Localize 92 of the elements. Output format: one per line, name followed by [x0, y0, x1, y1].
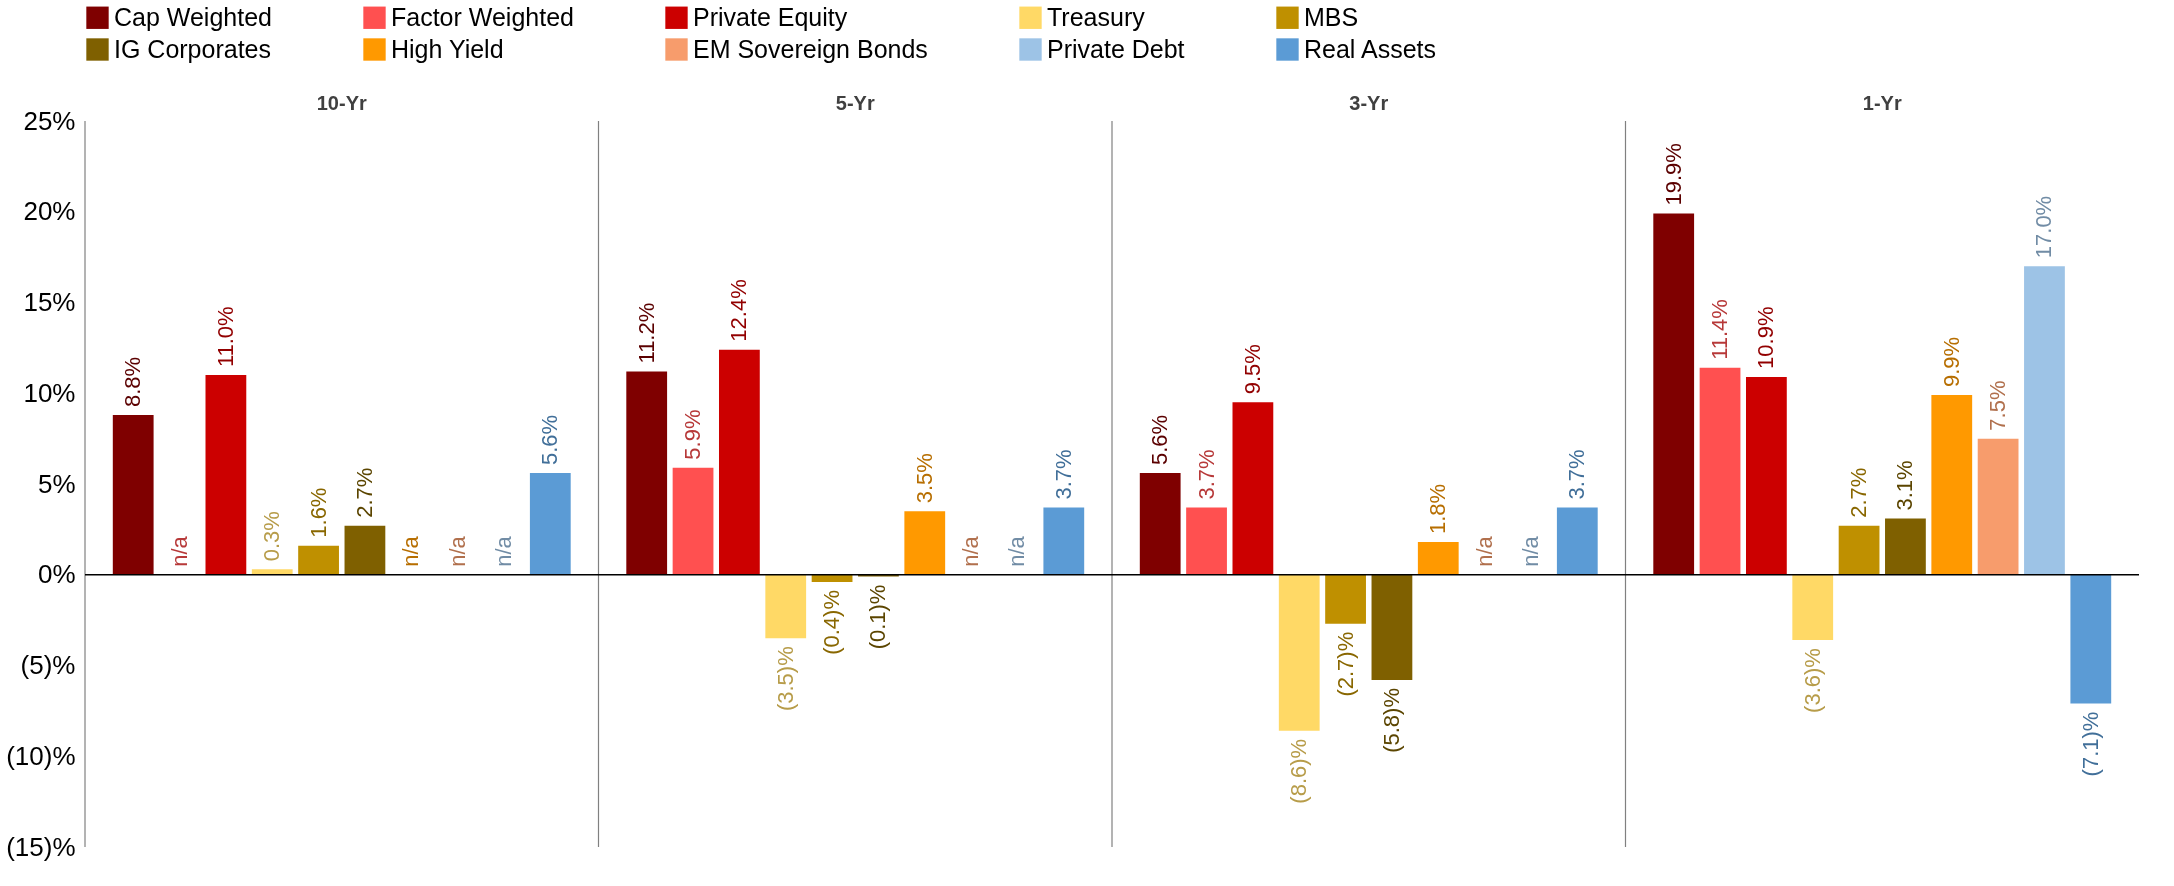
data-label: 12.4%: [726, 279, 752, 342]
bar: [1838, 525, 1880, 575]
data-label: (3.6)%: [1799, 648, 1825, 713]
text: n/a: [1004, 536, 1030, 567]
y-tick-label: 25%: [23, 105, 76, 136]
bar: [298, 545, 339, 575]
data-label: 1.8%: [1425, 483, 1451, 535]
y-tick-label: (15)%: [6, 831, 76, 862]
legend-label: Cap Weighted: [114, 2, 272, 31]
legend-label: MBS: [1304, 2, 1359, 31]
data-label: 7.5%: [1985, 380, 2011, 431]
data-label: 3.7%: [1193, 449, 1219, 500]
bar: [1653, 213, 1695, 575]
bar: [1325, 574, 1366, 624]
bar: [1699, 367, 1741, 575]
bar: [719, 349, 760, 575]
bar: [1417, 542, 1459, 575]
legend-label: Real Assets: [1304, 34, 1437, 63]
data-label: 3.5%: [911, 453, 937, 504]
text: n/a: [398, 536, 424, 567]
bar: [672, 467, 714, 575]
data-label: 17.0%: [2031, 195, 2057, 259]
data-label: 2.7%: [1846, 467, 1872, 518]
bar: [1043, 507, 1085, 575]
bar: [1792, 574, 1834, 641]
bar: [1931, 395, 1973, 575]
data-label: 1.6%: [305, 487, 331, 538]
bar: [2024, 266, 2065, 575]
bar: [112, 415, 154, 575]
legend-label: High Yield: [391, 34, 504, 63]
data-label: 11.0%: [212, 306, 238, 368]
bar: [1977, 438, 2019, 575]
data-label: 3.7%: [1050, 449, 1076, 500]
data-label: (8.6)%: [1286, 738, 1312, 804]
legend-label: Private Equity: [693, 2, 848, 31]
legend-label: IG Corporates: [114, 34, 272, 63]
data-label: 19.9%: [1660, 143, 1686, 206]
bar: [1556, 507, 1598, 575]
bar: [626, 371, 668, 575]
legend-label: EM Sovereign Bonds: [693, 34, 928, 63]
data-label: 10.9%: [1753, 306, 1779, 369]
bar: [1278, 574, 1320, 731]
y-tick-label: (10)%: [6, 740, 76, 771]
y-tick-label: 15%: [23, 287, 76, 317]
data-label: 5.6%: [1147, 414, 1173, 466]
data-label: 9.9%: [1938, 336, 1964, 388]
bar: [1139, 473, 1181, 575]
bar: [1885, 518, 1926, 575]
text: n/a: [490, 536, 516, 567]
bar: [1371, 574, 1413, 681]
x-tick-label: 10-Yr: [316, 91, 367, 114]
y-tick-label: 0%: [37, 559, 76, 590]
bar: [1186, 507, 1227, 575]
bar: [2070, 574, 2112, 704]
data-label: 8.8%: [120, 356, 146, 408]
x-tick-label: 3-Yr: [1349, 91, 1389, 114]
data-label: 9.5%: [1239, 344, 1265, 395]
data-label: (3.5)%: [772, 646, 798, 712]
text: n/a: [444, 536, 470, 567]
data-label: (5.8)%: [1378, 688, 1404, 753]
data-label: 11.2%: [633, 302, 659, 364]
text: n/a: [166, 536, 192, 567]
text: n/a: [1471, 536, 1497, 567]
data-label: (0.1)%: [865, 584, 891, 650]
bar: [1746, 376, 1787, 575]
bar: [765, 574, 807, 639]
data-label: 2.7%: [351, 467, 377, 518]
bar: [205, 375, 247, 575]
legend-label: Private Debt: [1047, 34, 1185, 63]
data-label: 5.6%: [537, 414, 563, 466]
data-label: 5.9%: [680, 409, 706, 460]
data-label: (7.1)%: [2077, 711, 2103, 777]
bar: [904, 511, 946, 575]
data-label: 11.4%: [1707, 299, 1733, 360]
text: n/a: [1517, 536, 1543, 567]
y-tick-label: 20%: [23, 196, 76, 227]
y-tick-label: (5)%: [20, 650, 76, 680]
x-tick-label: 1-Yr: [1862, 91, 1902, 114]
data-label: 3.1%: [1892, 460, 1918, 511]
text: n/a: [958, 536, 984, 567]
x-tick-label: 5-Yr: [835, 91, 875, 114]
bar: [529, 473, 571, 575]
legend-label: Factor Weighted: [391, 2, 574, 31]
bar: [344, 525, 386, 575]
data-label: (0.4)%: [819, 590, 845, 655]
y-tick-label: 5%: [37, 468, 76, 499]
data-label: (2.7)%: [1332, 631, 1358, 697]
data-label: 3.7%: [1564, 449, 1590, 500]
y-tick-label: 10%: [23, 377, 76, 408]
data-label: 0.3%: [259, 511, 285, 562]
legend-label: Treasury: [1047, 2, 1146, 31]
bar: [1232, 402, 1274, 575]
